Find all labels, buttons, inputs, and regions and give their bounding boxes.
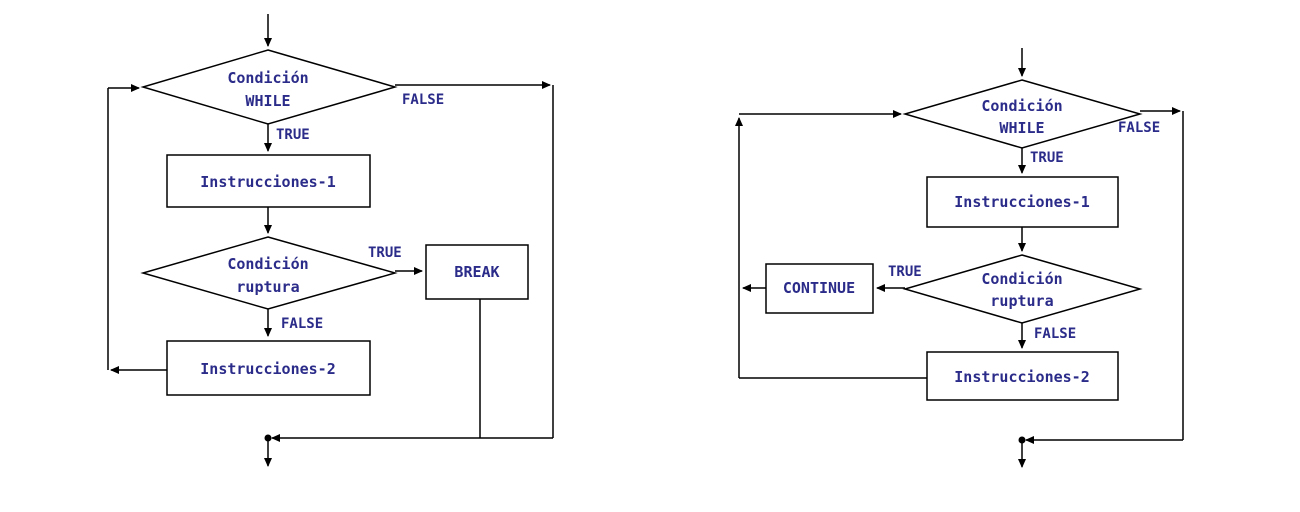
ruptura-condition-line1: Condición xyxy=(227,255,308,273)
ruptura-condition-line2: ruptura xyxy=(990,292,1053,310)
break-true-label: TRUE xyxy=(368,245,402,261)
instrucciones-1-box xyxy=(166,154,371,208)
instrucciones-2-label: Instrucciones-2 xyxy=(200,360,335,378)
false-label: FALSE xyxy=(402,92,444,108)
while-condition-diamond xyxy=(140,49,398,125)
ruptura-condition-diamond xyxy=(140,236,398,310)
true-label: TRUE xyxy=(1030,150,1064,166)
continue-flowchart: Condición WHILE TRUE FALSE Instrucciones… xyxy=(735,48,1184,468)
while-condition-line2: WHILE xyxy=(245,92,290,110)
break-flowchart: Condición WHILE TRUE FALSE Instrucciones… xyxy=(107,14,554,467)
instrucciones-2-box xyxy=(926,351,1119,401)
while-condition-line1: Condición xyxy=(981,97,1062,115)
instrucciones-2-label: Instrucciones-2 xyxy=(954,368,1089,386)
ruptura-false-label: FALSE xyxy=(281,316,323,332)
true-label: TRUE xyxy=(276,127,310,143)
instrucciones-1-label: Instrucciones-1 xyxy=(954,193,1089,211)
ruptura-condition-line2: ruptura xyxy=(236,278,299,296)
continue-true-label: TRUE xyxy=(888,264,922,280)
while-condition-line2: WHILE xyxy=(999,119,1044,137)
instrucciones-2-box xyxy=(166,340,371,396)
continue-label: CONTINUE xyxy=(783,279,855,297)
ruptura-condition-diamond xyxy=(902,254,1143,324)
ruptura-condition-line1: Condición xyxy=(981,270,1062,288)
ruptura-false-label: FALSE xyxy=(1034,326,1076,342)
break-box xyxy=(425,244,529,300)
false-label: FALSE xyxy=(1118,120,1160,136)
break-label: BREAK xyxy=(454,263,499,281)
instrucciones-1-label: Instrucciones-1 xyxy=(200,173,335,191)
continue-box xyxy=(765,263,874,314)
while-condition-line1: Condición xyxy=(227,69,308,87)
